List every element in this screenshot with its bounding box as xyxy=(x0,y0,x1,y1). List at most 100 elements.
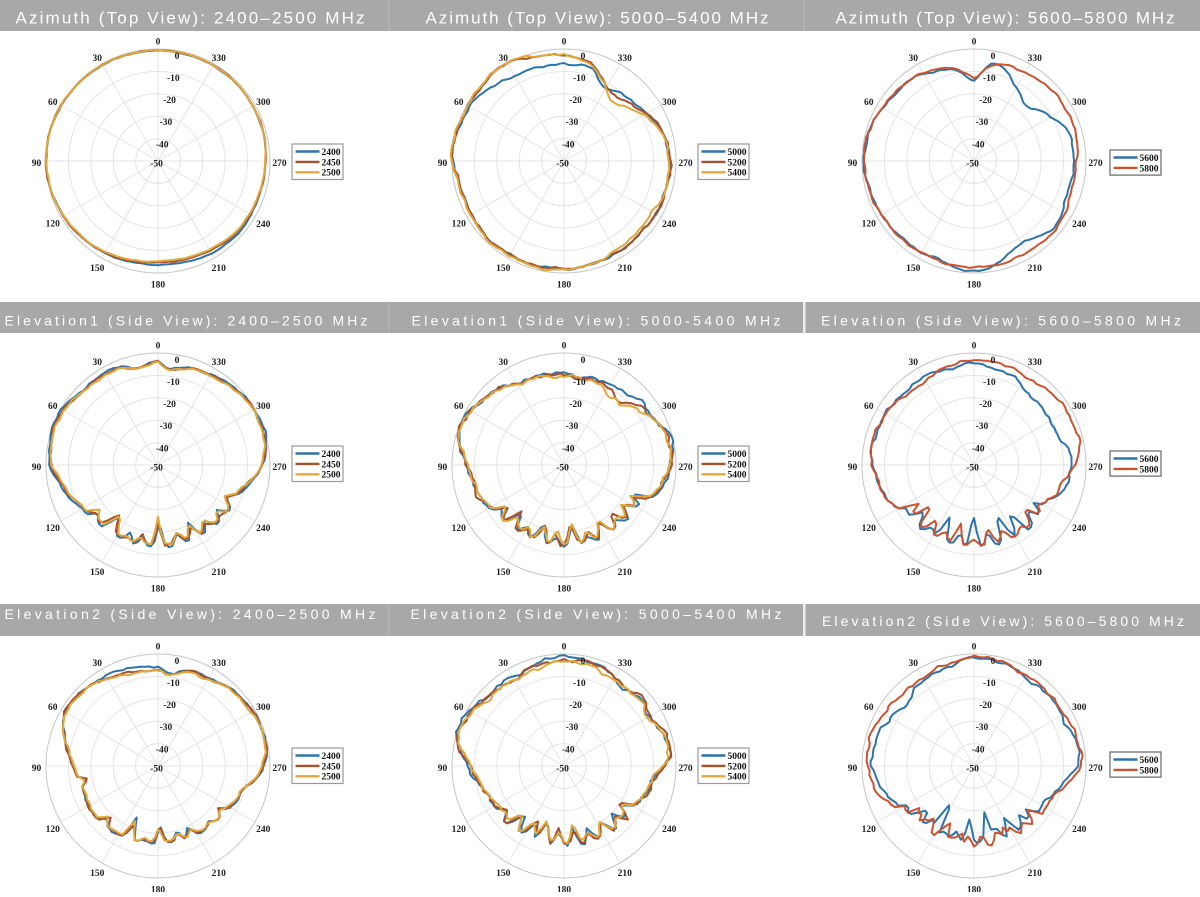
svg-text:210: 210 xyxy=(1028,568,1043,578)
svg-text:-50: -50 xyxy=(966,464,979,474)
svg-text:180: 180 xyxy=(557,886,572,893)
svg-text:0: 0 xyxy=(175,52,180,62)
svg-text:30: 30 xyxy=(498,54,508,64)
svg-text:150: 150 xyxy=(496,869,511,879)
svg-text:240: 240 xyxy=(662,524,677,534)
svg-text:150: 150 xyxy=(496,264,511,274)
svg-text:2400: 2400 xyxy=(322,752,341,762)
svg-text:0: 0 xyxy=(156,38,161,48)
svg-text:90: 90 xyxy=(32,764,42,774)
svg-text:0: 0 xyxy=(562,643,567,653)
svg-text:-50: -50 xyxy=(966,765,979,775)
svg-text:120: 120 xyxy=(46,220,61,230)
svg-text:210: 210 xyxy=(212,264,227,274)
svg-text:-40: -40 xyxy=(562,140,575,150)
svg-text:270: 270 xyxy=(1088,764,1103,774)
svg-text:0: 0 xyxy=(991,356,996,366)
svg-text:5600: 5600 xyxy=(1140,756,1159,766)
svg-text:5200: 5200 xyxy=(728,762,747,772)
svg-text:60: 60 xyxy=(48,703,58,713)
svg-text:60: 60 xyxy=(864,98,874,108)
svg-text:0: 0 xyxy=(581,52,586,62)
svg-text:-10: -10 xyxy=(573,378,586,388)
svg-text:270: 270 xyxy=(272,159,287,169)
svg-text:0: 0 xyxy=(972,643,977,653)
svg-text:240: 240 xyxy=(1072,825,1087,835)
svg-text:5800: 5800 xyxy=(1140,164,1159,174)
svg-text:270: 270 xyxy=(272,764,287,774)
svg-text:120: 120 xyxy=(862,825,877,835)
svg-text:-10: -10 xyxy=(983,74,996,84)
svg-text:150: 150 xyxy=(906,568,921,578)
svg-text:-10: -10 xyxy=(167,679,180,689)
svg-text:240: 240 xyxy=(662,220,677,230)
svg-text:270: 270 xyxy=(1088,463,1103,473)
svg-text:2500: 2500 xyxy=(322,773,341,783)
svg-text:Elevation2 (Side View): 2400–2: Elevation2 (Side View): 2400–2500 MHz xyxy=(5,606,378,622)
svg-text:5400: 5400 xyxy=(728,471,747,481)
svg-text:5200: 5200 xyxy=(728,158,747,168)
svg-text:-50: -50 xyxy=(966,160,979,170)
svg-text:270: 270 xyxy=(678,159,693,169)
svg-text:30: 30 xyxy=(908,54,918,64)
svg-text:-30: -30 xyxy=(566,723,579,733)
svg-text:120: 120 xyxy=(452,825,467,835)
svg-text:0: 0 xyxy=(581,356,586,366)
svg-text:-20: -20 xyxy=(979,701,992,711)
svg-text:-30: -30 xyxy=(160,723,173,733)
svg-text:-10: -10 xyxy=(167,378,180,388)
svg-text:0: 0 xyxy=(156,342,161,352)
svg-text:30: 30 xyxy=(92,54,102,64)
svg-text:2450: 2450 xyxy=(322,762,341,772)
svg-text:0: 0 xyxy=(562,38,567,48)
svg-text:-20: -20 xyxy=(979,400,992,410)
svg-text:120: 120 xyxy=(46,825,61,835)
svg-text:90: 90 xyxy=(848,764,858,774)
svg-text:300: 300 xyxy=(1072,402,1087,412)
svg-text:60: 60 xyxy=(864,402,874,412)
svg-text:120: 120 xyxy=(452,220,467,230)
svg-text:150: 150 xyxy=(906,264,921,274)
svg-text:90: 90 xyxy=(848,159,858,169)
svg-text:300: 300 xyxy=(662,98,677,108)
svg-text:-20: -20 xyxy=(569,400,582,410)
svg-text:180: 180 xyxy=(151,281,166,291)
svg-text:-40: -40 xyxy=(156,444,169,454)
svg-text:0: 0 xyxy=(991,657,996,667)
svg-text:-40: -40 xyxy=(972,140,985,150)
svg-text:Elevation2 (Side View): 5000–5: Elevation2 (Side View): 5000–5400 MHz xyxy=(411,606,784,622)
svg-text:180: 180 xyxy=(967,281,982,291)
svg-text:-50: -50 xyxy=(556,765,569,775)
svg-text:-10: -10 xyxy=(983,679,996,689)
svg-text:-10: -10 xyxy=(573,74,586,84)
svg-text:210: 210 xyxy=(1028,264,1043,274)
svg-text:330: 330 xyxy=(1028,358,1043,368)
svg-text:-50: -50 xyxy=(150,464,163,474)
svg-text:30: 30 xyxy=(498,659,508,669)
svg-text:-20: -20 xyxy=(163,701,176,711)
svg-text:330: 330 xyxy=(212,54,227,64)
svg-text:Elevation1 (Side View): 2400–2: Elevation1 (Side View): 2400–2500 MHz xyxy=(5,312,370,328)
svg-text:-40: -40 xyxy=(156,140,169,150)
svg-text:30: 30 xyxy=(92,358,102,368)
svg-text:-40: -40 xyxy=(562,745,575,755)
svg-text:-20: -20 xyxy=(569,96,582,106)
svg-text:60: 60 xyxy=(454,703,464,713)
svg-text:60: 60 xyxy=(864,703,874,713)
svg-text:2400: 2400 xyxy=(322,450,341,460)
svg-text:-50: -50 xyxy=(150,160,163,170)
svg-text:270: 270 xyxy=(678,764,693,774)
svg-text:300: 300 xyxy=(662,402,677,412)
svg-text:0: 0 xyxy=(972,38,977,48)
svg-text:90: 90 xyxy=(32,463,42,473)
svg-text:-50: -50 xyxy=(150,765,163,775)
svg-text:2500: 2500 xyxy=(322,169,341,179)
svg-text:2500: 2500 xyxy=(322,471,341,481)
svg-text:2450: 2450 xyxy=(322,158,341,168)
svg-text:300: 300 xyxy=(256,703,271,713)
svg-text:270: 270 xyxy=(272,463,287,473)
svg-text:330: 330 xyxy=(618,54,633,64)
svg-text:270: 270 xyxy=(1088,159,1103,169)
svg-text:5200: 5200 xyxy=(728,460,747,470)
svg-text:0: 0 xyxy=(991,52,996,62)
